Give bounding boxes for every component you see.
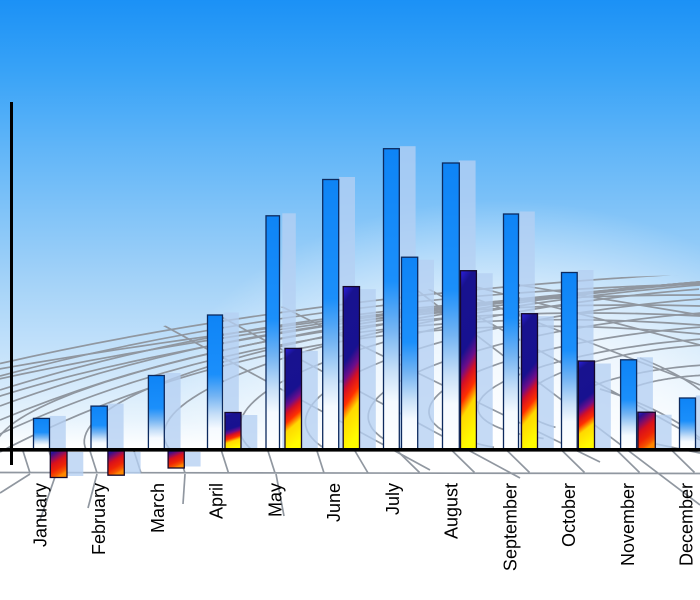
svg-text:September: September [501, 483, 521, 571]
svg-text:August: August [442, 483, 462, 539]
svg-text:January: January [31, 483, 51, 547]
svg-text:March: March [148, 483, 168, 533]
svg-text:October: October [559, 483, 579, 547]
svg-text:December: December [677, 483, 697, 566]
svg-text:May: May [266, 483, 286, 517]
svg-text:June: June [324, 483, 344, 522]
svg-text:July: July [383, 483, 403, 515]
svg-text:November: November [618, 483, 638, 566]
svg-text:April: April [207, 483, 227, 519]
svg-text:February: February [89, 483, 109, 555]
